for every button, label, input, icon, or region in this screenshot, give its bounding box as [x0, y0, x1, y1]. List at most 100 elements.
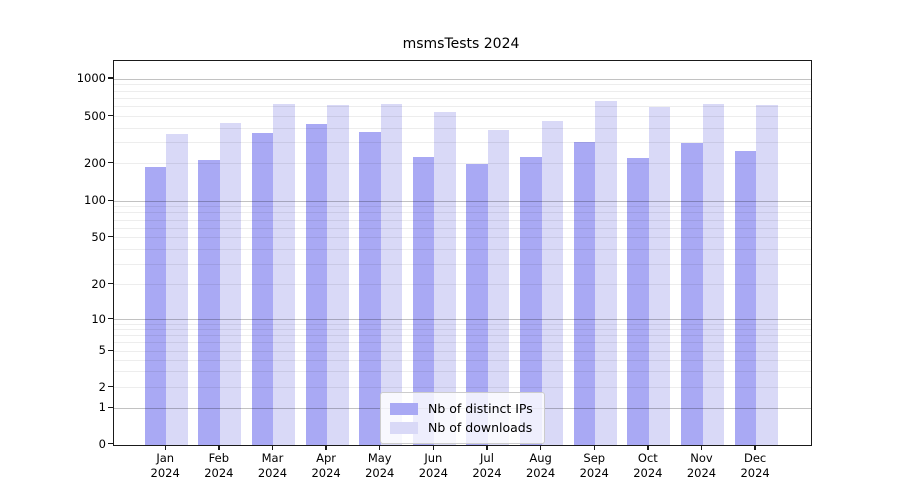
gridline-minor — [114, 359, 811, 361]
x-tick-label: Jun 2024 — [418, 451, 448, 480]
x-tick-label: Feb 2024 — [204, 451, 234, 480]
bar-downloads-dec — [756, 104, 778, 445]
x-tick-label: Oct 2024 — [633, 451, 663, 480]
x-tick-mark — [432, 445, 435, 450]
x-tick-mark — [593, 445, 595, 450]
y-tick-label: 10 — [91, 311, 106, 326]
y-tick-label: 20 — [91, 276, 106, 291]
y-tick-mark — [108, 199, 113, 201]
gridline-minor — [114, 106, 811, 108]
bar-downloads-apr — [327, 104, 349, 445]
gridline-minor — [114, 329, 811, 331]
y-tick-mark — [108, 406, 113, 408]
gridline-minor — [114, 116, 811, 117]
legend-row-distinct-ips: Nb of distinct IPs — [390, 399, 533, 418]
y-tick-label: 50 — [91, 229, 106, 244]
gridline-minor — [114, 219, 811, 221]
bar-distinct-ips-aug — [520, 157, 542, 445]
bar-distinct-ips-nov — [681, 143, 703, 445]
x-tick-label: Jul 2024 — [472, 451, 502, 480]
x-tick-label: Apr 2024 — [311, 451, 341, 480]
bar-downloads-nov — [702, 104, 724, 445]
legend-row-downloads: Nb of downloads — [390, 418, 533, 437]
y-tick-label: 0 — [98, 436, 106, 451]
gridline-minor — [114, 342, 811, 344]
y-tick-label: 1 — [98, 400, 106, 415]
bar-distinct-ips-jul — [466, 164, 488, 445]
x-tick-label: Jan 2024 — [150, 451, 180, 480]
gridline-minor — [114, 90, 811, 92]
x-tick-mark — [539, 445, 542, 450]
y-tick-mark — [108, 114, 113, 117]
gridline-minor — [114, 387, 811, 389]
x-tick-mark — [700, 445, 703, 450]
x-tick-mark — [271, 445, 274, 450]
gridline-minor — [114, 237, 811, 239]
bar-distinct-ips-feb — [198, 160, 220, 445]
x-tick-label: Nov 2024 — [686, 451, 717, 480]
bar-downloads-jun — [434, 112, 456, 445]
y-tick-label: 200 — [84, 155, 106, 170]
bar-downloads-aug — [541, 121, 564, 445]
bar-distinct-ips-mar — [251, 132, 274, 445]
gridline-minor — [114, 324, 811, 326]
x-tick-mark — [325, 445, 327, 450]
bar-distinct-ips-dec — [734, 151, 757, 445]
gridline-major — [114, 200, 811, 202]
bar-downloads-sep — [595, 100, 617, 445]
gridline-minor — [114, 284, 811, 286]
x-tick-mark — [486, 445, 488, 450]
bar-downloads-feb — [219, 123, 242, 445]
gridline-minor — [114, 142, 811, 144]
y-tick-label: 500 — [84, 108, 106, 123]
y-tick-label: 5 — [98, 343, 106, 358]
gridline-minor — [114, 371, 811, 373]
y-tick-label: 1000 — [76, 71, 106, 85]
gridline-minor — [114, 227, 811, 229]
bar-distinct-ips-oct — [627, 158, 649, 445]
x-tick-mark — [218, 445, 220, 450]
gridline-minor — [114, 350, 811, 352]
gridline-minor — [114, 206, 811, 208]
y-tick-mark — [108, 162, 113, 164]
gridline-major — [114, 78, 811, 80]
gridline-major — [114, 319, 811, 321]
x-tick-label: Dec 2024 — [740, 451, 770, 480]
bar-downloads-jan — [166, 133, 188, 445]
y-tick-mark — [108, 318, 113, 320]
gridline-minor — [114, 263, 811, 265]
gridline-minor — [114, 212, 811, 214]
chart-title: msmsTests 2024 — [402, 36, 520, 52]
gridline-minor — [114, 127, 811, 129]
legend: Nb of distinct IPs Nb of downloads — [380, 392, 545, 444]
legend-label-downloads: Nb of downloads — [428, 420, 533, 435]
bar-downloads-jul — [487, 129, 510, 445]
gridline-minor — [114, 97, 811, 99]
y-tick-label: 100 — [84, 193, 106, 208]
x-tick-label: Mar 2024 — [257, 451, 288, 480]
x-tick-label: May 2024 — [365, 451, 395, 480]
y-tick-mark — [108, 77, 113, 79]
x-tick-mark — [164, 445, 166, 450]
bar-distinct-ips-may — [359, 132, 381, 445]
x-tick-mark — [379, 445, 381, 450]
bar-downloads-mar — [273, 104, 295, 445]
x-tick-label: Sep 2024 — [579, 451, 609, 480]
bar-downloads-oct — [648, 107, 671, 445]
y-tick-mark — [108, 283, 113, 285]
y-tick-mark — [108, 236, 113, 238]
gridline-minor — [114, 248, 811, 250]
x-tick-label: Aug 2024 — [525, 451, 556, 480]
bar-distinct-ips-apr — [305, 123, 328, 445]
legend-label-distinct-ips: Nb of distinct IPs — [428, 401, 533, 416]
bar-distinct-ips-sep — [573, 142, 596, 445]
bar-distinct-ips-jan — [144, 166, 167, 445]
legend-swatch-distinct-ips — [390, 402, 418, 415]
plot-area: Nb of distinct IPs Nb of downloads — [113, 60, 812, 446]
y-tick-mark — [108, 442, 113, 445]
x-tick-mark — [754, 445, 756, 450]
y-tick-mark — [108, 349, 113, 351]
legend-swatch-downloads — [390, 421, 418, 434]
gridline-minor — [114, 163, 811, 165]
